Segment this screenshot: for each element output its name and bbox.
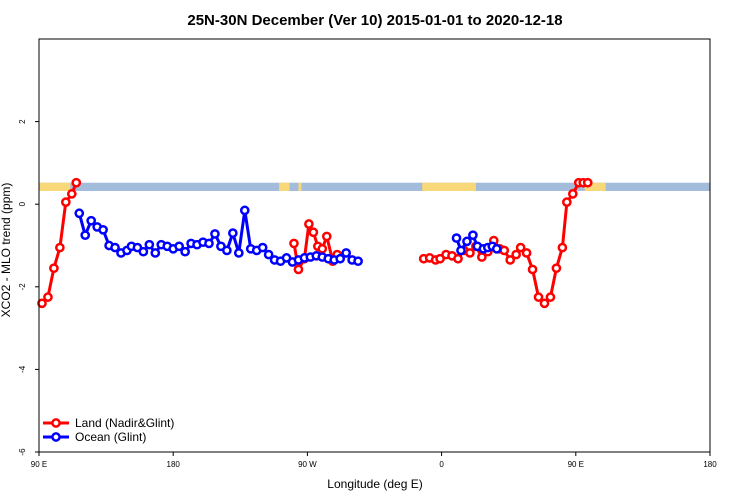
data-point	[74, 208, 85, 219]
data-point	[210, 229, 220, 239]
legend-label: Ocean (Glint)	[75, 430, 146, 444]
x-tick-label: 90 E	[568, 460, 584, 469]
series-layer	[37, 177, 593, 309]
data-point	[293, 264, 304, 275]
data-point	[462, 236, 472, 247]
data-point	[80, 230, 91, 241]
data-point	[222, 245, 232, 256]
data-point	[150, 248, 161, 258]
data-point	[233, 248, 244, 258]
data-point	[451, 233, 462, 243]
data-point	[60, 197, 71, 207]
data-point	[71, 177, 82, 188]
legend-marker	[51, 418, 61, 428]
data-point	[539, 298, 550, 309]
data-point	[491, 243, 502, 254]
data-point	[562, 197, 572, 207]
data-point	[227, 228, 238, 238]
data-point	[43, 292, 53, 302]
x-axis: 90 E 180 90 W 0 90 E 180	[31, 452, 717, 469]
x-tick-label: 0	[439, 460, 444, 469]
data-point	[453, 253, 463, 264]
data-point	[304, 219, 314, 229]
data-point	[174, 241, 185, 252]
y-tick-label: -4	[18, 365, 27, 373]
data-point	[49, 263, 59, 274]
land-band-segment	[584, 182, 606, 191]
legend-label: Land (Nadir&Glint)	[75, 416, 174, 430]
data-point	[257, 242, 268, 253]
data-point	[353, 256, 363, 267]
data-point	[533, 292, 544, 302]
data-point	[110, 242, 120, 253]
y-tick-label: 2	[18, 119, 27, 124]
data-point	[289, 238, 299, 249]
data-point	[456, 245, 466, 256]
data-point	[55, 242, 65, 253]
data-point	[557, 242, 568, 253]
y-axis: -6 -4 -2 0 2	[18, 119, 39, 456]
y-axis-label: XCO2 - MLO trend (ppm)	[0, 183, 13, 318]
ocean-band	[39, 182, 710, 191]
data-point	[180, 246, 190, 257]
data-point	[545, 292, 556, 302]
x-tick-label: 90 E	[31, 460, 47, 469]
land-band-segment	[298, 182, 302, 191]
y-tick-label: -6	[18, 448, 27, 456]
data-point	[499, 245, 510, 256]
data-point	[511, 249, 522, 260]
series-land	[37, 177, 593, 309]
land-band-segment	[422, 182, 476, 191]
legend-marker	[51, 432, 61, 442]
chart-title: 25N-30N December (Ver 10) 2015-01-01 to …	[187, 12, 562, 29]
data-point	[239, 205, 250, 216]
data-point	[468, 230, 478, 241]
data-point	[138, 246, 149, 257]
x-axis-label: Longitude (deg E)	[327, 477, 422, 491]
x-tick-label: 180	[703, 460, 717, 469]
data-point	[86, 215, 97, 226]
land-band-segment	[39, 182, 71, 191]
data-point	[263, 249, 274, 260]
data-point	[465, 248, 475, 258]
data-point	[37, 298, 47, 309]
data-point	[144, 239, 155, 250]
data-point	[521, 248, 532, 258]
data-point	[204, 238, 214, 249]
land-ocean-band	[39, 182, 710, 191]
plot-frame	[38, 38, 711, 453]
y-tick-label: -2	[18, 283, 27, 291]
data-point	[335, 253, 346, 264]
data-point	[321, 231, 332, 242]
data-point	[582, 177, 593, 188]
data-point	[551, 263, 562, 274]
x-tick-label: 90 W	[298, 460, 317, 469]
data-point	[515, 242, 526, 253]
data-point	[317, 243, 328, 254]
data-point	[66, 189, 77, 199]
data-point	[98, 224, 108, 235]
data-point	[505, 255, 516, 265]
data-point	[308, 227, 319, 238]
data-point	[567, 189, 578, 199]
series-ocean	[74, 205, 502, 267]
land-band-segment	[279, 182, 290, 191]
data-point	[341, 248, 352, 258]
y-tick-label: 0	[18, 201, 27, 206]
x-tick-label: 180	[167, 460, 181, 469]
data-point	[477, 252, 487, 262]
data-point	[527, 264, 538, 275]
legend: Land (Nadir&Glint)Ocean (Glint)	[43, 416, 174, 444]
